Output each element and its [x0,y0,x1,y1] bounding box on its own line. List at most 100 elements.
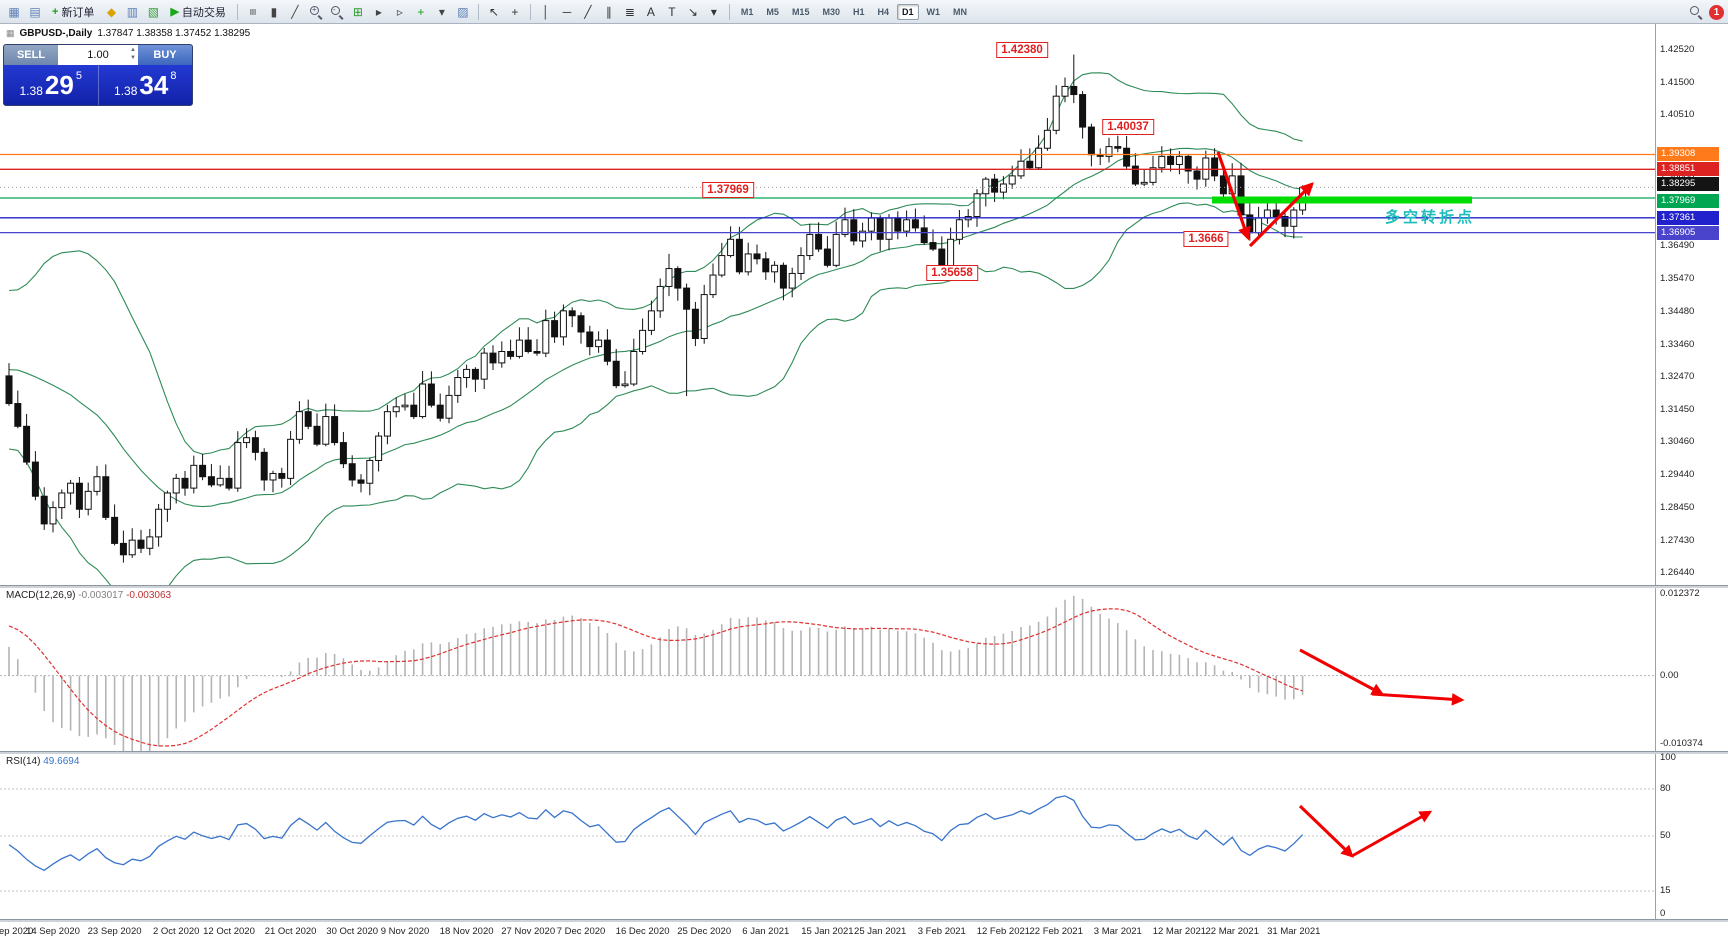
macd-axis-label: 0.012372 [1660,588,1700,599]
price-annotation-label[interactable]: 1.37969 [702,182,754,198]
timeframe-h1[interactable]: H1 [852,6,865,17]
red-arrow-object[interactable] [1248,182,1314,248]
volume-up-icon[interactable]: ▲ [130,47,136,53]
volume-value[interactable]: 1.00 [87,49,109,61]
crosshair-icon[interactable]: + [511,4,519,19]
candle-body [67,482,75,494]
search-icon[interactable] [1689,5,1703,19]
candle-body [744,253,752,273]
candle-body [779,264,787,289]
candle-body [163,492,171,510]
terminal-icon[interactable]: ▥ [126,4,139,19]
candle-body [5,375,13,405]
timeframe-m1[interactable]: M1 [740,6,754,17]
time-axis-label: 7 Dec 2020 [556,926,606,937]
macd-pane[interactable] [0,595,1655,755]
candle-body [84,490,92,510]
price-tick: 1.31450 [1660,404,1695,416]
trendline-icon[interactable]: ╱ [584,4,592,19]
volume-down-icon[interactable]: ▼ [130,55,136,61]
candle-body [1035,147,1043,169]
time-axis-separator [0,919,1728,922]
periods-icon[interactable]: ▾ [438,4,445,19]
timeframe-h4[interactable]: H4 [877,6,889,17]
macd-axis-label: 0.00 [1660,670,1679,681]
red-arrow-object[interactable] [1351,810,1433,858]
candle-body [630,351,638,385]
new-chart-icon[interactable]: ▦ [8,4,20,19]
text-label-icon[interactable]: T [668,4,676,19]
vertical-line-icon[interactable]: │ [542,4,550,19]
horizontal-line-icon[interactable]: ─ [562,4,572,19]
timeframe-mn[interactable]: MN [953,6,968,17]
timeframe-m30[interactable]: M30 [822,6,840,17]
pane-splitter-rsi[interactable] [0,751,1728,754]
fibonacci-icon[interactable]: ≣ [624,4,635,19]
candle-body [489,352,497,364]
red-arrow-object[interactable] [1298,804,1354,858]
chart-shift-icon[interactable]: ▹ [396,4,403,19]
new-order-button[interactable]: + 新订单 [52,5,95,19]
candle-body [867,217,875,232]
zoom-out-icon[interactable]: - [327,3,347,21]
volume-spinner[interactable]: ▲ ▼ [130,46,136,62]
red-arrow-object[interactable] [1299,648,1385,696]
time-axis-label: 31 Mar 2021 [1267,926,1321,937]
candle-body [322,416,330,445]
candle-body [674,268,682,289]
price-line-label: 1.38851 [1657,162,1719,177]
price-annotation-label[interactable]: 1.42380 [996,42,1048,58]
rsi-pane[interactable] [0,788,1655,892]
pane-splitter-macd[interactable] [0,585,1728,588]
candle-body [1149,167,1157,183]
price-line-label: 1.37361 [1657,210,1719,225]
text-icon[interactable]: A [646,4,655,19]
price-annotation-label[interactable]: 1.40037 [1102,119,1154,135]
templates-icon[interactable]: ▨ [457,4,469,19]
buy-price[interactable]: 1.38 34 8 [97,65,193,105]
candle-body [146,536,154,549]
candle-body [885,217,893,240]
timeframe-d1[interactable]: D1 [897,3,919,20]
sell-button[interactable]: SELL [4,45,58,65]
metaeditor-icon[interactable]: ◆ [106,4,117,19]
red-arrow-object[interactable] [1371,692,1465,706]
candle-body [207,476,215,486]
candle-body [876,217,884,240]
candle-body [982,178,990,195]
main-pane[interactable] [0,54,1655,607]
bar-chart-icon[interactable]: ≡ [245,7,260,15]
candlestick-icon[interactable]: ▮ [270,4,278,19]
buy-button[interactable]: BUY [138,45,192,65]
candle-body [524,339,532,353]
line-chart-icon[interactable]: ╱ [291,4,299,19]
sell-price[interactable]: 1.38 29 5 [19,69,82,100]
volume-stepper[interactable]: 1.00 ▲ ▼ [58,45,138,65]
channel-icon[interactable]: ∥ [605,4,612,19]
price-annotation-label[interactable]: 1.35658 [926,265,978,281]
tile-windows-icon[interactable]: ⊞ [352,4,363,19]
autotrade-button[interactable]: ▶ 自动交易 [170,6,226,19]
timeframe-w1[interactable]: W1 [926,6,941,17]
tester-icon[interactable]: ▧ [147,4,160,19]
bull-bear-turning-point-note[interactable]: 多空转折点 [1385,209,1476,226]
zoom-in-icon[interactable]: + [306,3,326,21]
price-annotation-label[interactable]: 1.3666 [1183,231,1229,247]
symbol-ohlc: 1.37847 1.38358 1.37452 1.38295 [97,28,251,39]
timeframe-m5[interactable]: M5 [766,6,779,17]
time-axis-label: 15 Jan 2021 [801,926,854,937]
timeframe-m15[interactable]: M15 [791,6,810,17]
red-arrow-object[interactable] [1216,151,1251,241]
candle-body [31,461,39,497]
auto-scroll-icon[interactable]: ▸ [375,4,382,19]
notification-badge[interactable]: 1 [1709,4,1724,20]
cursor-icon[interactable]: ↖ [488,4,499,19]
profiles-icon[interactable]: ▤ [29,4,41,19]
shapes-icon[interactable]: ▾ [710,4,717,19]
candle-body [1061,85,1069,97]
indicators-icon[interactable]: + [417,4,425,19]
candle-body [269,472,277,481]
candle-body [419,383,427,418]
arrows-tool-icon[interactable]: ↘ [687,4,698,19]
